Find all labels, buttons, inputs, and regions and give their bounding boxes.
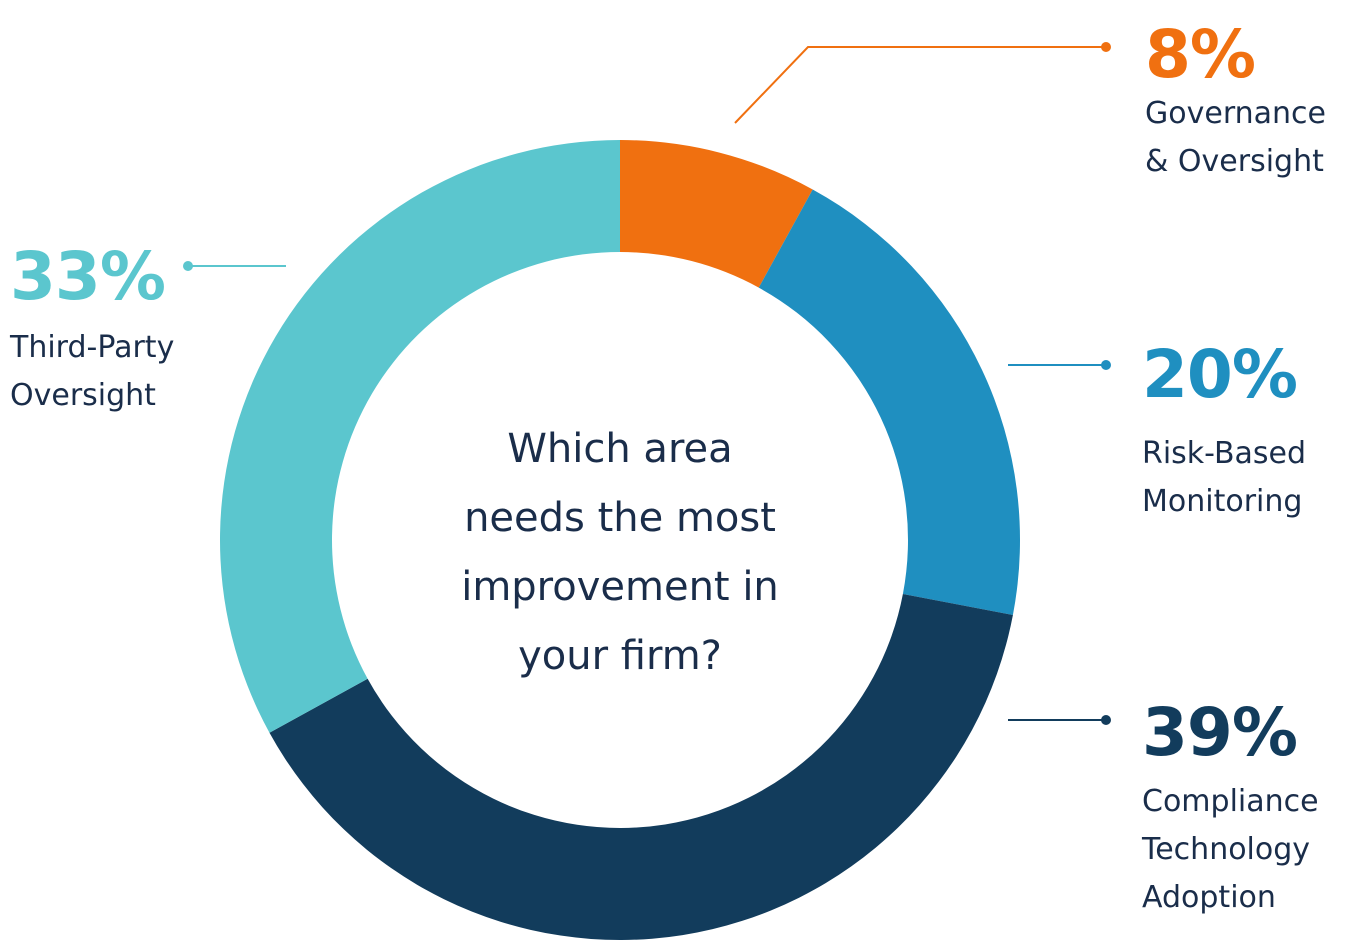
category-governance-line-1: Governance — [1145, 96, 1326, 131]
leader-line-governance — [734, 46, 1106, 124]
category-third-party-line-2: Oversight — [10, 378, 156, 413]
donut-slice-governance-oversight — [620, 140, 813, 288]
category-compliance: Compliance Technology Adoption — [1142, 778, 1319, 922]
category-third-party: Third-Party Oversight — [10, 324, 174, 420]
question-line-1: Which area — [507, 426, 733, 472]
question-line-4: your firm? — [518, 633, 722, 679]
label-governance: 8% Governance & Oversight — [1145, 20, 1326, 186]
question-line-2: needs the most — [464, 495, 776, 541]
category-third-party-line-1: Third-Party — [10, 330, 175, 365]
category-risk: Risk-Based Monitoring — [1142, 430, 1306, 526]
pct-risk: 20% — [1142, 336, 1298, 413]
leader-dot-compliance — [1101, 715, 1111, 725]
category-risk-line-1: Risk-Based — [1142, 436, 1307, 471]
label-third-party: 33% Third-Party Oversight — [10, 242, 174, 420]
leader-dot-governance — [1101, 42, 1111, 52]
label-compliance: 39% Compliance Technology Adoption — [1142, 698, 1319, 922]
category-compliance-line-2: Technology — [1142, 832, 1311, 867]
donut-slice-third-party-oversight — [220, 140, 620, 733]
pct-governance: 8% — [1145, 16, 1256, 93]
center-question: Which area needs the most improvement in… — [440, 415, 800, 691]
category-compliance-line-1: Compliance — [1142, 784, 1319, 819]
category-risk-line-2: Monitoring — [1142, 484, 1303, 519]
category-governance: Governance & Oversight — [1145, 90, 1326, 186]
category-compliance-line-3: Adoption — [1142, 880, 1276, 915]
pct-third-party: 33% — [10, 238, 166, 315]
leader-dot-third-party — [183, 261, 193, 271]
donut-slice-compliance-technology-adoption — [269, 593, 1013, 940]
donut-slice-risk-based-monitoring — [758, 189, 1021, 615]
pct-compliance: 39% — [1142, 694, 1298, 771]
leader-dot-risk — [1101, 360, 1111, 370]
category-governance-line-2: & Oversight — [1145, 144, 1324, 179]
question-line-3: improvement in — [461, 564, 779, 610]
label-risk: 20% Risk-Based Monitoring — [1142, 340, 1306, 526]
